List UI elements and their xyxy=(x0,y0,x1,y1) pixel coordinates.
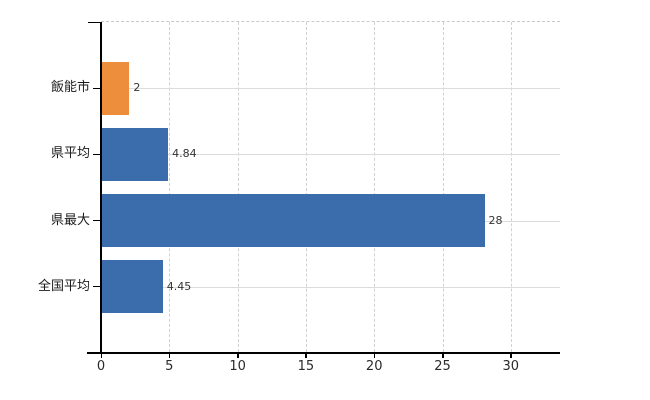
x-axis-tick xyxy=(237,352,239,358)
x-tick-label: 20 xyxy=(365,359,383,374)
gridline-vertical xyxy=(442,22,444,352)
bar xyxy=(102,61,130,115)
value-label: 28 xyxy=(488,213,503,227)
bar xyxy=(102,194,485,248)
x-axis-tick xyxy=(442,352,444,358)
x-tick-label: 5 xyxy=(165,359,174,374)
x-axis xyxy=(87,352,560,354)
x-tick-label: 25 xyxy=(434,359,451,374)
value-label: 4.45 xyxy=(166,279,192,293)
value-label: 2 xyxy=(133,81,141,95)
x-axis-tick xyxy=(510,352,512,358)
x-tick-label: 30 xyxy=(502,359,520,374)
category-label: 県最大 xyxy=(50,212,90,228)
y-axis-tick xyxy=(93,286,101,288)
gridline-horizontal xyxy=(101,286,560,288)
gridline-vertical xyxy=(305,22,307,352)
x-axis-tick xyxy=(305,352,307,358)
gridline-vertical xyxy=(237,22,239,352)
x-axis-tick xyxy=(168,352,171,358)
x-axis-tick xyxy=(100,352,102,358)
x-tick-label: 0 xyxy=(96,359,106,374)
y-axis xyxy=(100,22,102,352)
gridline-vertical xyxy=(374,22,376,352)
category-label: 飯能市 xyxy=(50,80,90,96)
x-axis-tick xyxy=(373,352,376,358)
y-axis-end-tick xyxy=(88,21,101,23)
gridline-vertical xyxy=(169,22,171,352)
plot-top-border xyxy=(101,21,560,22)
value-label: 4.84 xyxy=(172,147,197,161)
gridline-horizontal xyxy=(101,154,560,156)
bar xyxy=(102,260,163,314)
gridline-vertical xyxy=(510,22,512,352)
x-tick-label: 15 xyxy=(297,359,315,374)
gridline-horizontal xyxy=(101,88,560,90)
category-label: 全国平均 xyxy=(37,278,90,294)
y-axis-tick xyxy=(93,153,101,156)
y-axis-tick xyxy=(93,220,101,222)
category-label: 県平均 xyxy=(50,146,90,162)
bar xyxy=(102,127,169,181)
x-tick-label: 10 xyxy=(229,359,246,374)
y-axis-tick xyxy=(93,87,101,89)
